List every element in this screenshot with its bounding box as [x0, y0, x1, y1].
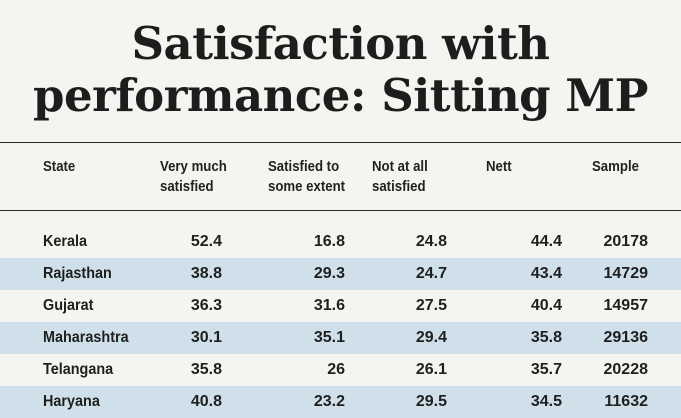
cell-some-extent: 23.2	[313, 393, 345, 410]
cell-nett: 35.7	[530, 361, 562, 378]
cell-very-much: 30.1	[190, 329, 222, 346]
cell-state: Telangana	[43, 361, 114, 378]
table-row: Rajasthan 38.8 29.3 24.7 43.4 14729	[0, 258, 681, 290]
cell-state: Haryana	[43, 393, 100, 410]
cell-state: Maharashtra	[43, 329, 129, 346]
table-row: Maharashtra 30.1 35.1 29.4 35.8 29136	[0, 322, 681, 354]
header-top-rule	[0, 142, 681, 143]
table-header: State Very much satisfied Satisfied to s…	[0, 157, 681, 207]
cell-some-extent: 26	[327, 361, 345, 378]
cell-nett: 34.5	[530, 393, 562, 410]
table-row: Telangana 35.8 26 26.1 35.7 20228	[0, 354, 681, 386]
table-row: Haryana 40.8 23.2 29.5 34.5 11632	[0, 386, 681, 418]
header-very-much-satisfied: Very much satisfied	[160, 158, 227, 195]
cell-sample: 20178	[603, 233, 649, 250]
cell-very-much: 52.4	[190, 233, 222, 250]
cell-not-at-all: 27.5	[415, 297, 447, 314]
cell-very-much: 35.8	[190, 361, 222, 378]
header-satisfied-some-extent: Satisfied to some extent	[268, 158, 346, 195]
cell-very-much: 40.8	[190, 393, 222, 410]
header-not-at-all-satisfied: Not at all satisfied	[372, 158, 428, 195]
cell-some-extent: 16.8	[313, 233, 345, 250]
table-body: Kerala 52.4 16.8 24.8 44.4 20178 Rajasth…	[0, 226, 681, 418]
cell-not-at-all: 24.7	[415, 265, 447, 282]
cell-sample: 14729	[603, 265, 649, 282]
cell-not-at-all: 26.1	[415, 361, 447, 378]
cell-sample: 20228	[603, 361, 649, 378]
cell-nett: 44.4	[530, 233, 562, 250]
header-bottom-rule	[0, 210, 681, 211]
cell-very-much: 38.8	[190, 265, 222, 282]
cell-state: Gujarat	[43, 297, 94, 314]
page-title: Satisfaction with performance: Sitting M…	[0, 18, 681, 122]
header-state: State	[43, 158, 76, 175]
cell-state: Rajasthan	[43, 265, 112, 282]
title-line-2: performance: Sitting MP	[33, 69, 648, 122]
cell-not-at-all: 24.8	[415, 233, 447, 250]
table-row: Gujarat 36.3 31.6 27.5 40.4 14957	[0, 290, 681, 322]
cell-state: Kerala	[43, 233, 88, 250]
cell-some-extent: 31.6	[313, 297, 345, 314]
title-line-1: Satisfaction with	[131, 17, 550, 70]
cell-not-at-all: 29.4	[415, 329, 447, 346]
header-nett: Nett	[486, 158, 512, 175]
header-sample: Sample	[592, 158, 639, 175]
table-row: Kerala 52.4 16.8 24.8 44.4 20178	[0, 226, 681, 258]
cell-sample: 14957	[603, 297, 649, 314]
cell-nett: 35.8	[530, 329, 562, 346]
cell-nett: 40.4	[530, 297, 562, 314]
cell-nett: 43.4	[530, 265, 562, 282]
cell-some-extent: 35.1	[313, 329, 345, 346]
cell-very-much: 36.3	[190, 297, 222, 314]
cell-sample: 11632	[604, 393, 648, 410]
cell-some-extent: 29.3	[313, 265, 345, 282]
cell-sample: 29136	[603, 329, 649, 346]
cell-not-at-all: 29.5	[415, 393, 447, 410]
